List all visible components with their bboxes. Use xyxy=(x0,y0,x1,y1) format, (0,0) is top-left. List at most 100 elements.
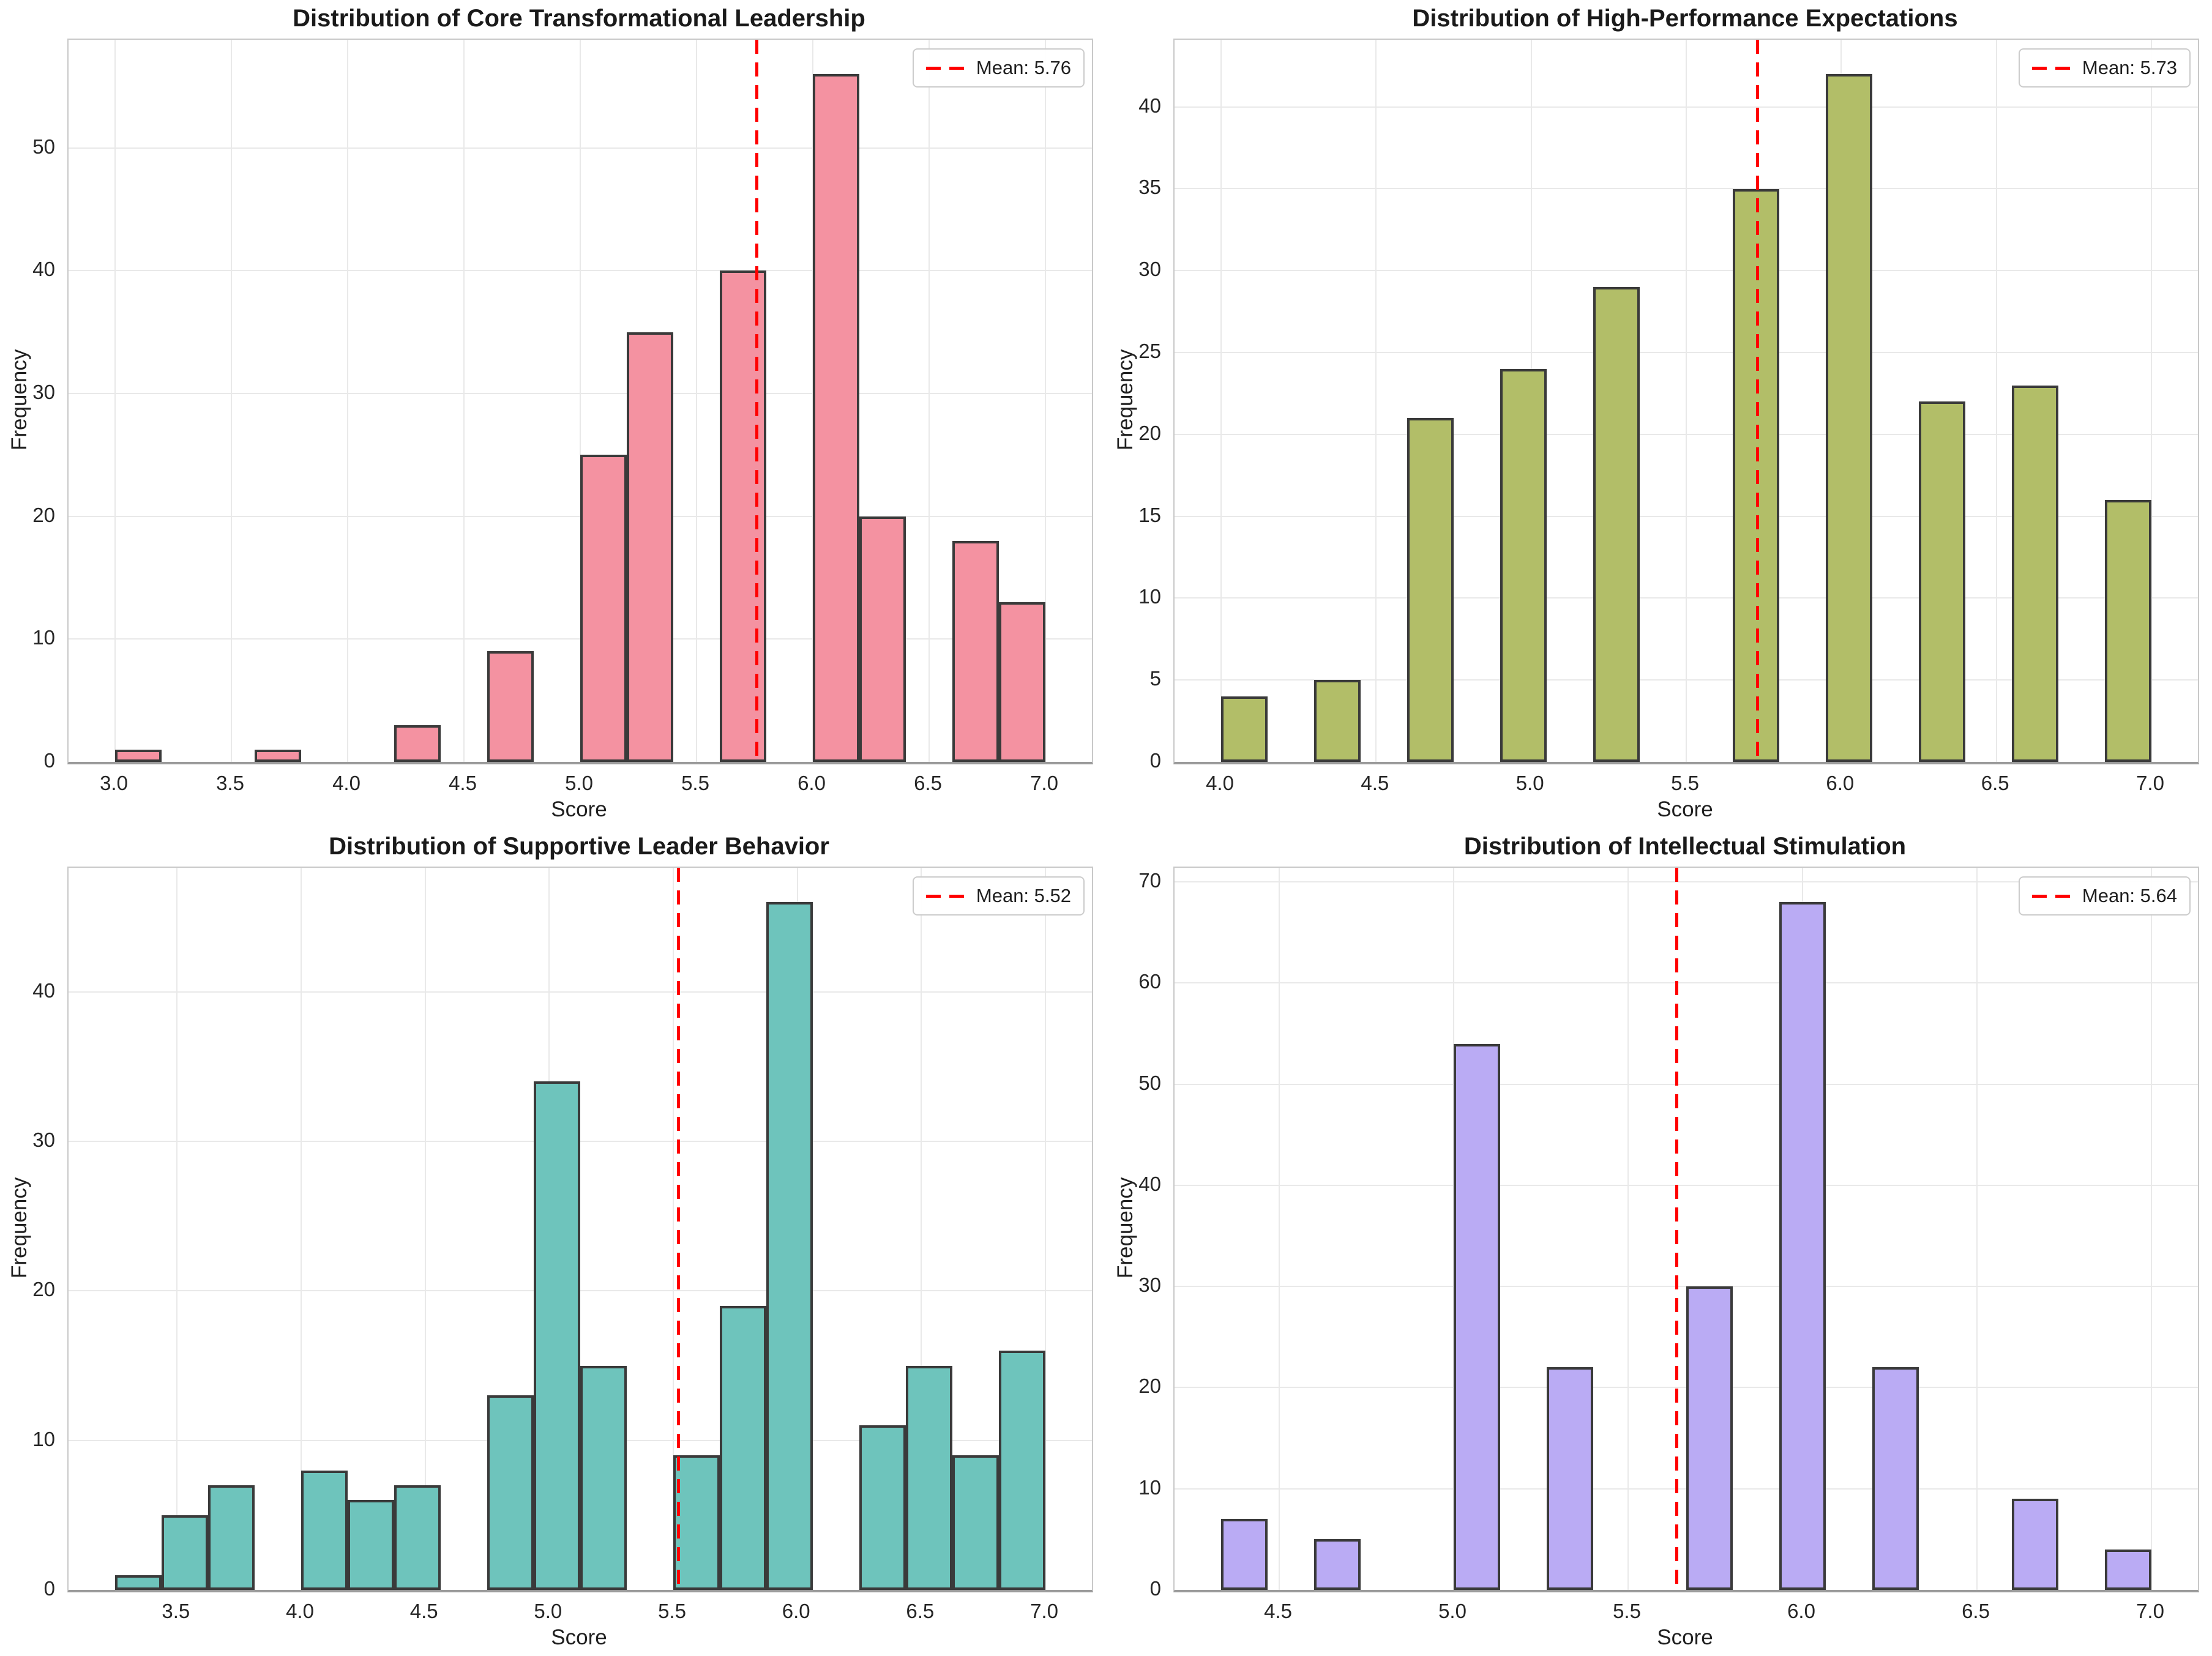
histogram-bar xyxy=(1547,1367,1593,1590)
histogram-bar xyxy=(348,1500,394,1590)
histogram-bar xyxy=(1826,74,1872,762)
y-tick-label: 50 xyxy=(1138,1071,1161,1094)
gridline-vertical xyxy=(2151,868,2152,1590)
histogram-bar xyxy=(115,749,162,762)
gridline-vertical xyxy=(1279,868,1280,1590)
x-tick-label: 4.5 xyxy=(409,1600,438,1622)
gridline-horizontal xyxy=(1175,1286,2198,1288)
mean-line xyxy=(676,868,680,1590)
gridline-vertical xyxy=(347,40,348,762)
x-tick-label: 3.5 xyxy=(216,772,244,794)
y-tick-label: 40 xyxy=(1138,1172,1161,1195)
histogram-bar xyxy=(2012,385,2058,762)
gridline-vertical xyxy=(929,40,930,762)
x-tick-label: 3.0 xyxy=(100,772,128,794)
gridline-horizontal xyxy=(69,1290,1092,1292)
histogram-bar xyxy=(115,1575,162,1590)
histogram-bar xyxy=(1919,401,1965,762)
x-tick-label: 5.5 xyxy=(658,1600,686,1622)
gridline-vertical xyxy=(424,868,426,1590)
gridline-vertical xyxy=(1045,40,1046,762)
gridline-horizontal xyxy=(1175,352,2198,354)
histogram-bar xyxy=(1872,1367,1919,1590)
histogram-bar xyxy=(1686,1286,1733,1590)
histogram-bar xyxy=(487,651,534,762)
y-tick-label: 30 xyxy=(32,1128,55,1152)
histogram-bar xyxy=(255,749,301,762)
histogram-bar xyxy=(301,1470,348,1590)
gridline-horizontal xyxy=(69,392,1092,394)
legend-label: Mean: 5.76 xyxy=(976,57,1071,78)
y-tick-label: 30 xyxy=(32,380,55,403)
gridline-horizontal xyxy=(69,147,1092,149)
legend-mean-dash-icon xyxy=(925,66,964,70)
y-tick-label: 50 xyxy=(32,135,55,158)
histogram-bar xyxy=(999,602,1045,762)
gridline-horizontal xyxy=(1175,433,2198,435)
gridline-vertical xyxy=(114,40,116,762)
legend-label: Mean: 5.52 xyxy=(976,885,1071,906)
gridline-horizontal xyxy=(1175,515,2198,517)
x-tick-label: 6.0 xyxy=(1787,1600,1815,1622)
x-tick-label: 3.5 xyxy=(162,1600,190,1622)
x-tick-label: 6.5 xyxy=(1962,1600,1990,1622)
subplot-intellectual-stimulation: Distribution of Intellectual Stimulation… xyxy=(1106,828,2212,1656)
gridline-vertical xyxy=(1045,868,1046,1590)
x-tick-label: 6.0 xyxy=(1826,772,1855,794)
y-tick-label: 0 xyxy=(43,1577,55,1600)
histogram-bar xyxy=(2105,1549,2151,1590)
x-tick-label: 7.0 xyxy=(2136,1600,2164,1622)
histogram-bar xyxy=(1779,902,1826,1590)
y-tick-label: 10 xyxy=(1138,585,1161,608)
gridline-vertical xyxy=(1375,40,1377,762)
y-tick-label: 30 xyxy=(1138,258,1161,281)
gridline-vertical xyxy=(580,40,581,762)
histogram-bar xyxy=(394,725,441,762)
histogram-bar xyxy=(952,540,999,762)
histogram-bar xyxy=(859,1425,906,1590)
y-tick-label: 60 xyxy=(1138,970,1161,993)
gridline-horizontal xyxy=(1175,270,2198,272)
histogram-bar xyxy=(1220,1519,1268,1590)
histogram-bar xyxy=(766,902,813,1590)
gridline-vertical xyxy=(463,40,465,762)
y-tick-label: 10 xyxy=(32,1427,55,1450)
histogram-bar xyxy=(859,516,906,762)
x-axis-label: Score xyxy=(551,1625,607,1649)
histogram-bar xyxy=(1221,696,1268,762)
subplot-high-performance-expectations: Distribution of High-Performance Expecta… xyxy=(1106,0,2212,828)
y-tick-label: 20 xyxy=(1138,1374,1161,1398)
y-tick-label: 0 xyxy=(43,749,55,772)
histogram-bar xyxy=(720,1305,766,1590)
plot-title: Distribution of Intellectual Stimulation xyxy=(1463,833,1907,860)
gridline-horizontal xyxy=(69,991,1092,993)
gridline-horizontal xyxy=(1175,881,2198,883)
gridline-vertical xyxy=(1995,40,1997,762)
gridline-vertical xyxy=(1220,40,1222,762)
legend-mean-dash-icon xyxy=(2031,894,2070,898)
x-tick-label: 5.5 xyxy=(681,772,709,794)
histogram-bar xyxy=(580,455,627,762)
x-tick-label: 6.5 xyxy=(914,772,942,794)
mean-line xyxy=(1675,868,1679,1590)
x-tick-label: 7.0 xyxy=(1030,1600,1058,1622)
y-tick-label: 25 xyxy=(1138,340,1161,363)
y-tick-label: 5 xyxy=(1149,667,1161,690)
x-axis-label: Score xyxy=(1657,1625,1713,1649)
subplot-core-transformational-leadership: Distribution of Core Transformational Le… xyxy=(0,0,1106,828)
histogram-bar xyxy=(720,270,766,762)
gridline-vertical xyxy=(1976,868,1978,1590)
axes-area: Mean: 5.73 xyxy=(1173,39,2199,764)
legend-mean-dash-icon xyxy=(925,894,964,898)
x-tick-label: 5.0 xyxy=(565,772,593,794)
axes-area: Mean: 5.64 xyxy=(1173,867,2199,1592)
gridline-horizontal xyxy=(1175,188,2198,190)
y-axis-label: Frequency xyxy=(1113,349,1137,450)
y-tick-label: 10 xyxy=(1138,1475,1161,1499)
y-tick-label: 70 xyxy=(1138,869,1161,892)
y-tick-label: 20 xyxy=(1138,421,1161,444)
histogram-bar xyxy=(999,1351,1045,1590)
gridline-horizontal xyxy=(1175,982,2198,984)
gridline-vertical xyxy=(1686,40,1687,762)
x-tick-label: 6.5 xyxy=(906,1600,935,1622)
